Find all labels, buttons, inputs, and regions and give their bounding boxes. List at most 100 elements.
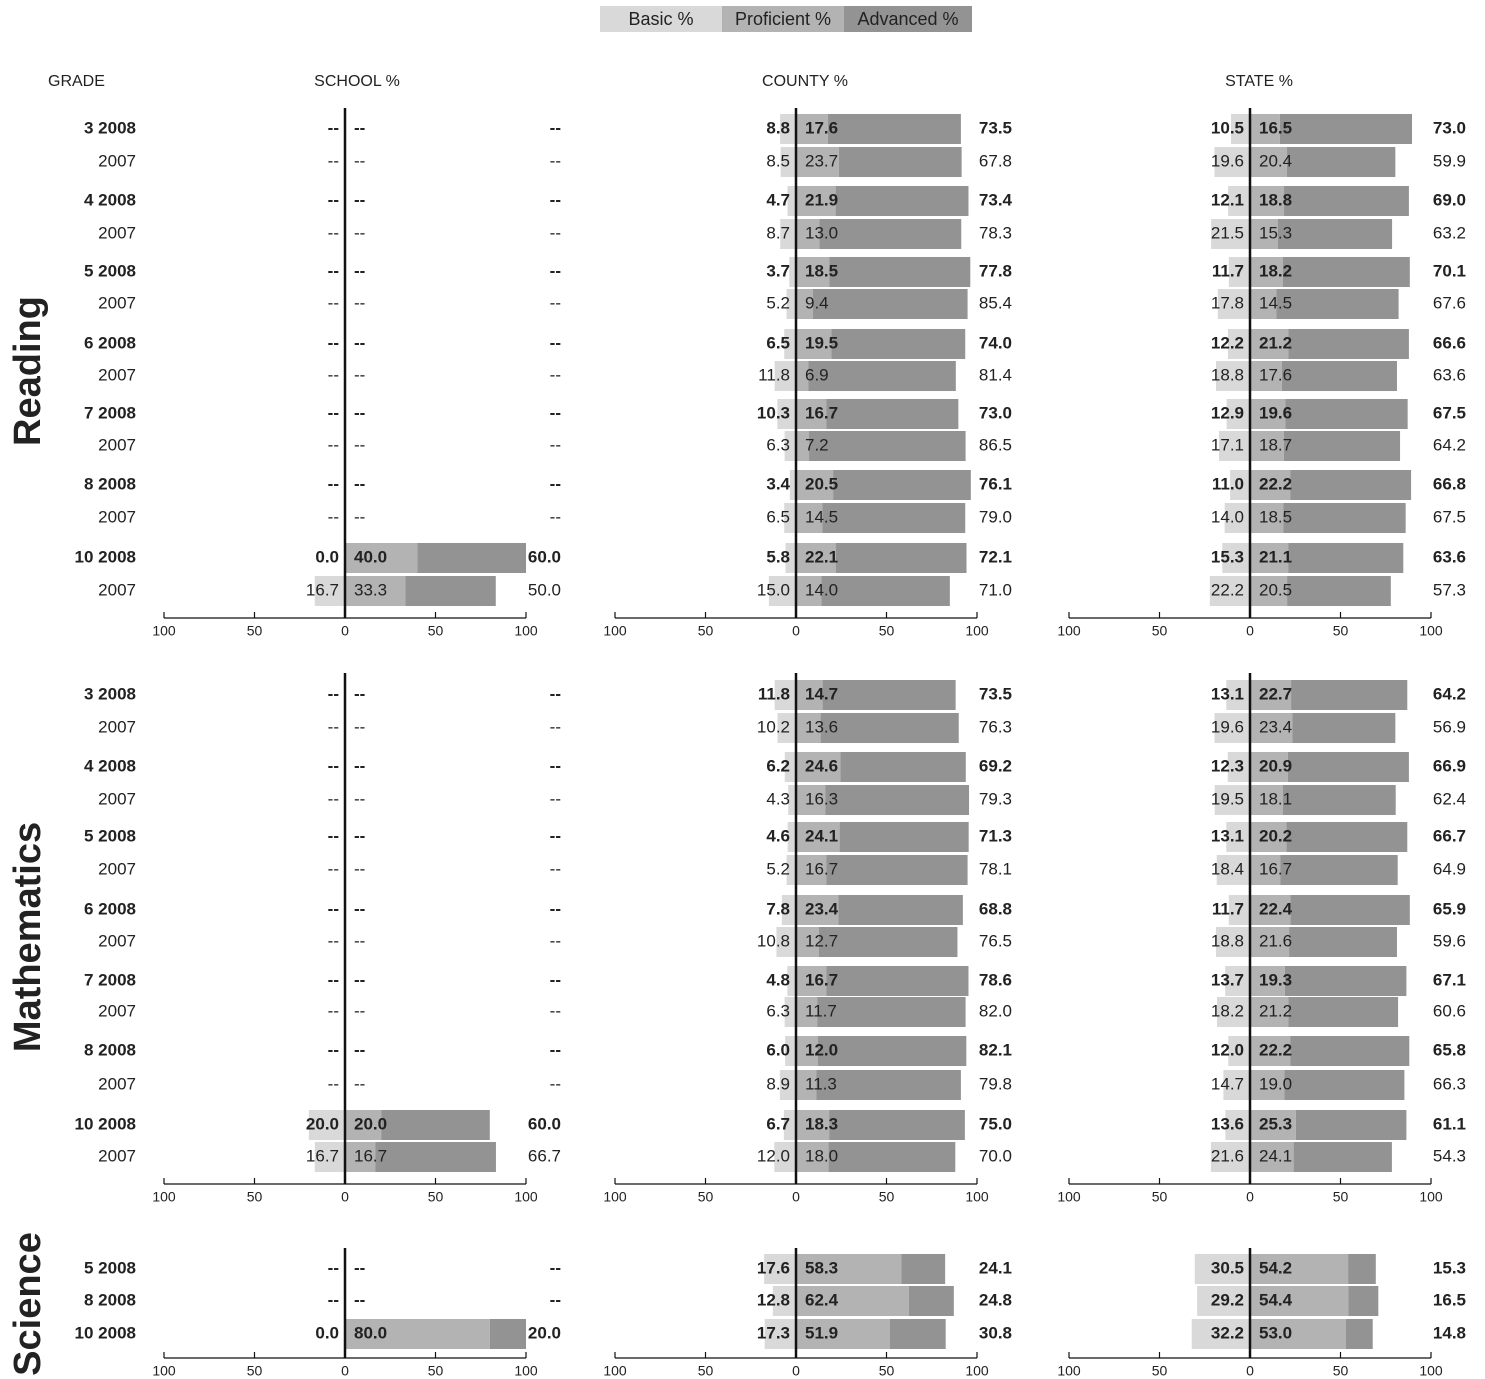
- county-basic-bar: [783, 1110, 796, 1140]
- state-proficient-value: 21.6: [1259, 931, 1292, 950]
- county-basic-value: 5.8: [766, 547, 790, 566]
- county-basic-value: 8.9: [766, 1074, 790, 1093]
- state-proficient-value: 21.2: [1259, 333, 1292, 352]
- state-basic-bar: [1214, 147, 1250, 177]
- county-tick-label: 0: [792, 1189, 800, 1205]
- state-advanced-bar: [1288, 543, 1404, 573]
- school-advanced-value: --: [550, 474, 561, 493]
- state-proficient-bar: [1250, 470, 1291, 500]
- state-advanced-bar: [1284, 186, 1409, 216]
- state-basic-bar: [1216, 855, 1250, 885]
- county-advanced-value: 78.1: [979, 859, 1012, 878]
- school-tick-label: 100: [514, 1189, 538, 1205]
- state-advanced-bar: [1284, 1070, 1405, 1100]
- school-advanced-value: 60.0: [528, 547, 561, 566]
- school-advanced-value: --: [550, 293, 561, 312]
- county-proficient-bar: [796, 1070, 817, 1100]
- grade-label: 8 2008: [84, 474, 136, 493]
- county-basic-value: 6.3: [766, 435, 790, 454]
- school-advanced-value: --: [550, 859, 561, 878]
- state-basic-value: 13.7: [1211, 970, 1244, 989]
- school-advanced-value: 50.0: [528, 580, 561, 599]
- county-tick-label: 100: [603, 623, 627, 639]
- county-proficient-bar: [796, 785, 826, 815]
- county-proficient-value: 24.1: [805, 826, 838, 845]
- county-advanced-bar: [817, 997, 966, 1027]
- county-proficient-value: 6.9: [805, 365, 829, 384]
- school-proficient-value: --: [354, 859, 365, 878]
- state-advanced-value: 15.3: [1433, 1258, 1466, 1277]
- state-proficient-value: 18.8: [1259, 190, 1292, 209]
- county-basic-bar: [764, 1319, 796, 1349]
- state-basic-value: 21.5: [1211, 223, 1244, 242]
- state-proficient-bar: [1250, 399, 1286, 429]
- state-basic-value: 12.3: [1211, 756, 1244, 775]
- county-basic-bar: [787, 966, 796, 996]
- county-advanced-value: 81.4: [979, 365, 1012, 384]
- county-tick-label: 100: [965, 1189, 989, 1205]
- county-proficient-value: 16.7: [805, 859, 838, 878]
- state-advanced-value: 14.8: [1433, 1323, 1466, 1342]
- state-basic-value: 17.8: [1211, 293, 1244, 312]
- state-proficient-value: 16.7: [1259, 859, 1292, 878]
- state-advanced-value: 64.2: [1433, 684, 1466, 703]
- state-basic-bar: [1224, 503, 1250, 533]
- county-basic-bar: [774, 680, 796, 710]
- school-basic-value: --: [328, 970, 339, 989]
- legend-proficient: Proficient %: [722, 6, 844, 32]
- county-advanced-bar: [813, 289, 968, 319]
- county-advanced-bar: [835, 186, 969, 216]
- school-proficient-value: --: [354, 756, 365, 775]
- school-proficient-value: --: [354, 1290, 365, 1309]
- school-basic-value: --: [328, 333, 339, 352]
- grade-label: 2007: [98, 717, 136, 736]
- state-advanced-value: 59.6: [1433, 931, 1466, 950]
- state-advanced-bar: [1279, 114, 1412, 144]
- state-proficient-value: 24.1: [1259, 1146, 1292, 1165]
- county-basic-bar: [788, 785, 796, 815]
- school-advanced-bar: [489, 1319, 526, 1349]
- county-basic-value: 10.3: [757, 403, 790, 422]
- state-advanced-value: 69.0: [1433, 190, 1466, 209]
- county-proficient-value: 14.0: [805, 580, 838, 599]
- state-proficient-bar: [1250, 680, 1292, 710]
- state-advanced-value: 63.6: [1433, 365, 1466, 384]
- county-proficient-bar: [796, 257, 830, 287]
- state-advanced-value: 65.9: [1433, 899, 1466, 918]
- county-tick-label: 50: [879, 1189, 895, 1205]
- state-basic-bar: [1225, 1110, 1250, 1140]
- school-advanced-value: --: [550, 717, 561, 736]
- school-proficient-bar: [345, 1110, 382, 1140]
- county-tick-label: 50: [879, 623, 895, 639]
- state-basic-value: 18.8: [1211, 365, 1244, 384]
- school-advanced-value: --: [550, 333, 561, 352]
- state-proficient-value: 15.3: [1259, 223, 1292, 242]
- state-advanced-bar: [1277, 219, 1393, 249]
- county-basic-value: 3.7: [766, 261, 790, 280]
- school-advanced-bar: [381, 1110, 490, 1140]
- state-tick-label: 50: [1152, 1363, 1168, 1379]
- county-proficient-bar: [796, 822, 840, 852]
- county-tick-label: 100: [603, 1189, 627, 1205]
- school-proficient-value: --: [354, 684, 365, 703]
- county-basic-value: 6.2: [766, 756, 790, 775]
- county-proficient-value: 17.6: [805, 118, 838, 137]
- school-tick-label: 100: [514, 623, 538, 639]
- school-basic-value: --: [328, 151, 339, 170]
- state-advanced-bar: [1291, 680, 1408, 710]
- county-proficient-value: 62.4: [805, 1290, 839, 1309]
- school-tick-label: 50: [428, 623, 444, 639]
- state-basic-value: 11.7: [1212, 261, 1244, 280]
- state-proficient-value: 19.3: [1259, 970, 1292, 989]
- state-tick-label: 0: [1246, 1363, 1254, 1379]
- county-basic-value: 6.5: [766, 333, 790, 352]
- school-basic-value: --: [328, 223, 339, 242]
- county-advanced-value: 86.5: [979, 435, 1012, 454]
- school-basic-bar: [314, 576, 345, 606]
- county-proficient-value: 12.7: [805, 931, 838, 950]
- state-proficient-value: 20.2: [1259, 826, 1292, 845]
- school-basic-value: --: [328, 684, 339, 703]
- school-proficient-value: 33.3: [354, 580, 387, 599]
- state-proficient-value: 25.3: [1259, 1114, 1292, 1133]
- county-proficient-value: 24.6: [805, 756, 838, 775]
